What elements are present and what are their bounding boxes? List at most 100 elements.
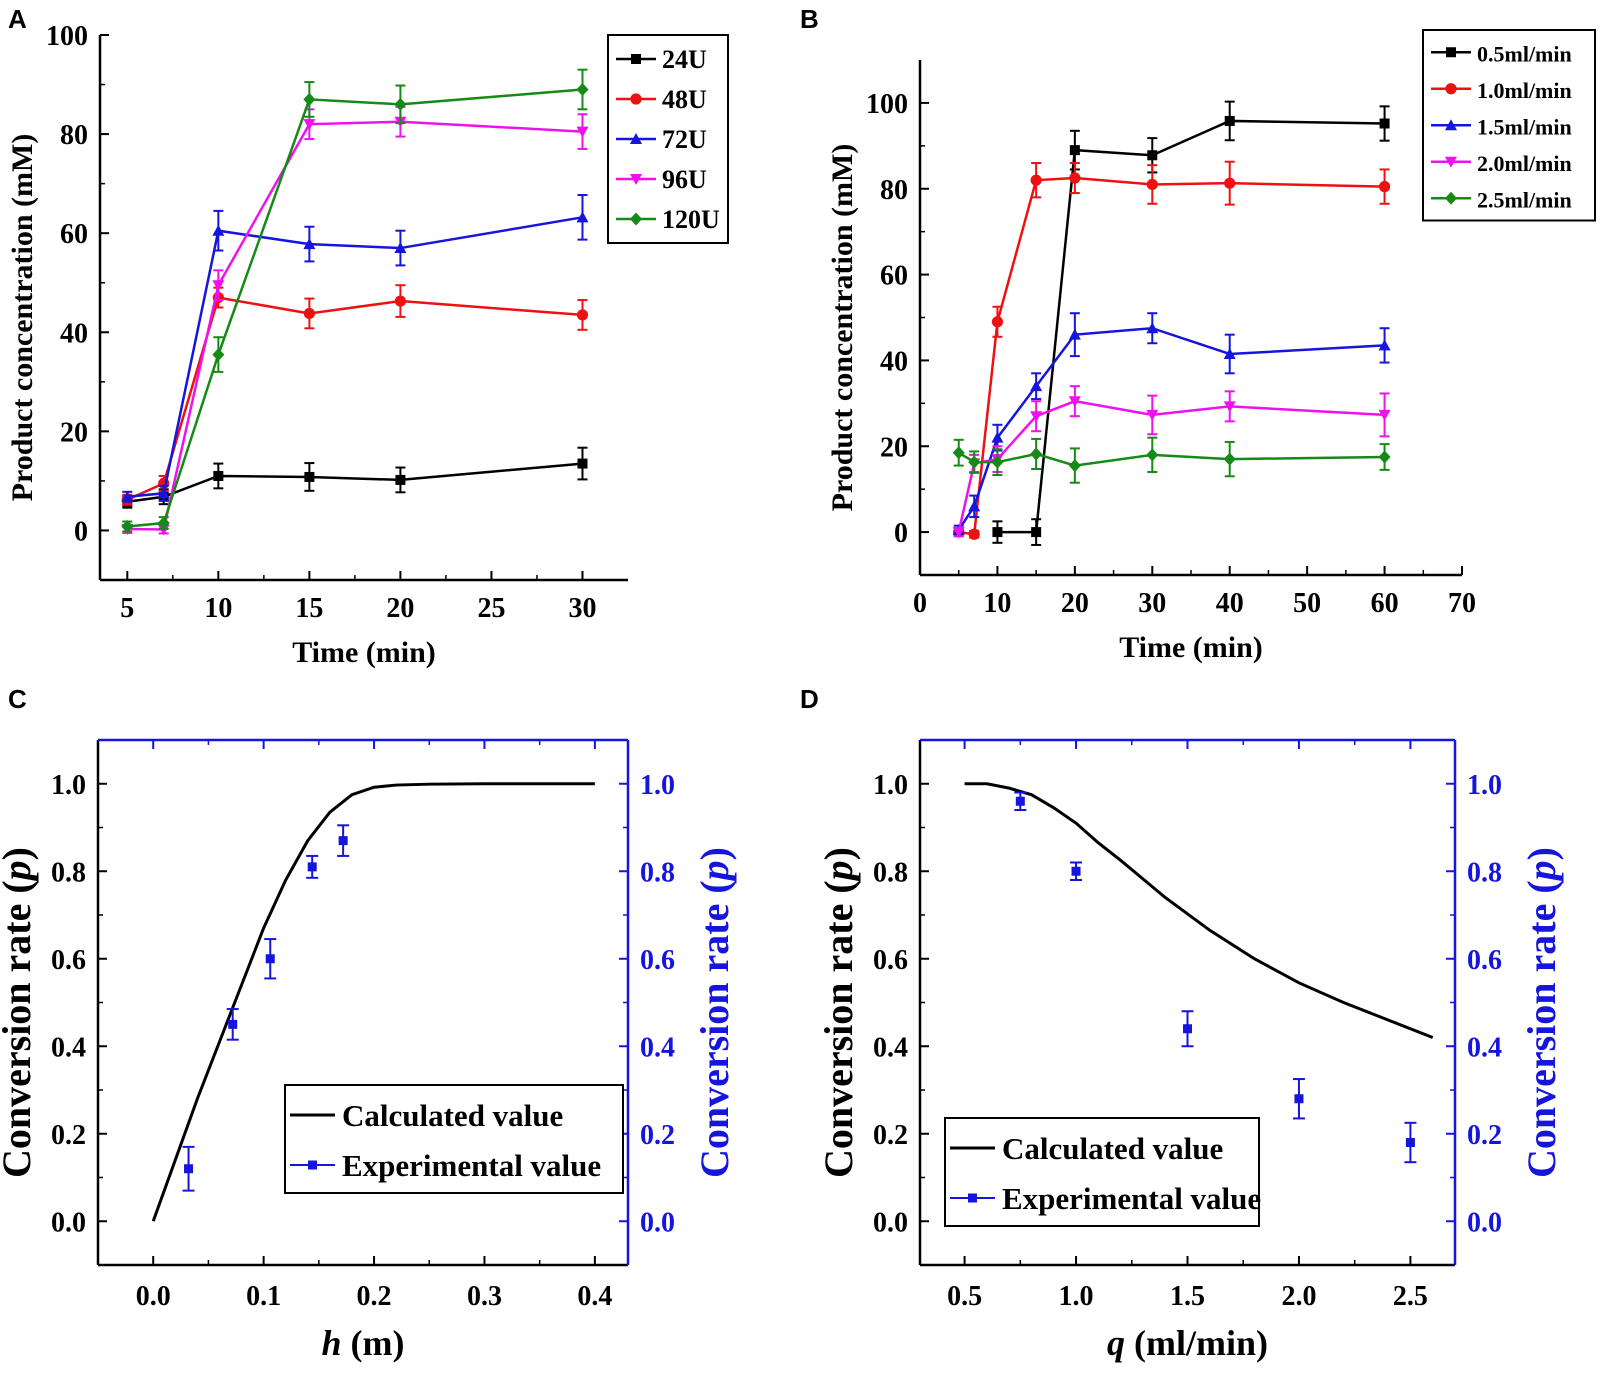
- x-tick-label: 20: [386, 593, 414, 624]
- x-axis-variable: h: [322, 1323, 342, 1363]
- legend-label: 96U: [662, 165, 707, 194]
- axes: 0.5 1.0 1.5 2.0 2.5 0.0 0.0 0.2 0.2 0.4 0.4 0.6 0.6 0…: [873, 738, 1502, 1312]
- legend-box: [944, 1117, 1260, 1227]
- x-tick-label: 2.5: [1393, 1281, 1428, 1312]
- y-tick-label: 20: [880, 432, 908, 463]
- legend-label: Calculated value: [1002, 1131, 1223, 1166]
- data-point: [1147, 150, 1158, 161]
- legend-label: 1.0ml/min: [1477, 78, 1572, 103]
- y-tick-label-right: 0.0: [640, 1207, 675, 1238]
- data-point: [121, 519, 134, 533]
- x-tick-label: 0.1: [246, 1281, 281, 1312]
- series-experimental: [182, 824, 350, 1192]
- y-tick-label: 100: [866, 89, 908, 120]
- data-point: [1223, 347, 1236, 359]
- data-point: [1223, 401, 1236, 413]
- y-title-variable: p: [816, 860, 861, 883]
- y-tick-label-right: 0.4: [1467, 1032, 1502, 1063]
- data-point: [1068, 328, 1081, 340]
- x-tick-label: 40: [1216, 588, 1244, 619]
- data-point: [1068, 459, 1081, 473]
- data-point: [577, 458, 588, 469]
- x-axis-unit: (m): [342, 1323, 405, 1363]
- data-point: [1015, 796, 1025, 806]
- series-2.5ml/min: [952, 436, 1391, 484]
- legend-item: Experimental value: [950, 1181, 1261, 1216]
- series-experimental: [1014, 791, 1417, 1164]
- y-title-close: ): [1519, 847, 1564, 860]
- panel-d: D 0.5 1.0 1.5 2.0 2.5 0.0 0.0 0.2 0.2 0.4 0.4 0.6 0.6…: [800, 684, 1564, 1363]
- y-tick-label-left: 0.4: [873, 1032, 908, 1063]
- legend-label: 120U: [662, 205, 720, 234]
- y-title-text: Conversion rate (: [1519, 880, 1564, 1178]
- data-point: [1068, 396, 1081, 408]
- series-line: [997, 119, 1385, 534]
- axes: 5 10 15 20 25 30 0 20 40 60 80 100: [46, 21, 628, 624]
- legend-label: 2.5ml/min: [1477, 187, 1572, 212]
- y-tick-label-left: 0.6: [873, 945, 908, 976]
- data-point: [338, 836, 348, 846]
- series-line: [957, 326, 1385, 531]
- data-point: [157, 487, 170, 499]
- y-title-variable: p: [0, 860, 39, 883]
- data-point: [303, 307, 315, 320]
- x-tick-label: 5: [120, 593, 134, 624]
- y-axis-title-right: Conversion rate (p): [1519, 847, 1564, 1178]
- legend-label: 72U: [662, 125, 707, 154]
- legend-item: 0.5ml/min: [1431, 41, 1572, 66]
- y-title-variable: p: [1519, 860, 1564, 883]
- y-title-text: Conversion rate (: [816, 880, 861, 1178]
- data-point: [1031, 527, 1042, 538]
- y-tick-label-left: 0.2: [873, 1120, 908, 1151]
- legend: Calculated value Experimental value: [944, 1117, 1261, 1227]
- x-tick-label: 30: [1138, 588, 1166, 619]
- y-tick-label-left: 0.8: [51, 857, 86, 888]
- data-point: [212, 348, 225, 362]
- data-point: [394, 97, 407, 111]
- data-point: [212, 224, 225, 236]
- calculated-curve: [964, 782, 1434, 1039]
- data-point: [1183, 1024, 1192, 1034]
- legend-marker: [1445, 191, 1457, 205]
- y-tick-label: 20: [60, 417, 88, 448]
- series-calculated: [964, 782, 1434, 1039]
- x-tick-label: 0.4: [577, 1281, 612, 1312]
- y-tick-label-right: 0.8: [640, 857, 675, 888]
- data-point: [212, 280, 225, 292]
- data-point: [1224, 115, 1235, 126]
- data-point: [1071, 866, 1081, 876]
- y-tick-label-right: 1.0: [1467, 770, 1502, 801]
- x-tick-label: 50: [1293, 588, 1321, 619]
- data-point: [213, 470, 224, 481]
- data-point: [576, 309, 589, 321]
- data-point: [1030, 447, 1043, 461]
- x-tick-label: 2.0: [1281, 1281, 1316, 1312]
- x-tick-label: 20: [1061, 588, 1089, 619]
- axes: 0 10 20 30 40 50 60 70 0 20 40 60 80 100: [866, 60, 1476, 619]
- legend-item: Experimental value: [290, 1148, 601, 1183]
- series-72U: [121, 194, 589, 503]
- y-tick-label: 60: [60, 219, 88, 250]
- x-tick-label: 25: [477, 593, 505, 624]
- series-line: [127, 462, 583, 503]
- x-tick-label: 0.2: [357, 1281, 392, 1312]
- y-tick-label-left: 1.0: [51, 770, 86, 801]
- data-point: [1146, 448, 1159, 462]
- data-point: [952, 527, 965, 539]
- y-title-close: ): [692, 847, 737, 860]
- data-point: [968, 500, 981, 512]
- data-point: [1069, 145, 1080, 156]
- x-tick-label: 10: [983, 588, 1011, 619]
- legend-item: 48U: [616, 85, 707, 114]
- legend-marker: [968, 1193, 977, 1203]
- y-tick-label-right: 0.6: [640, 945, 675, 976]
- series-24U: [122, 446, 588, 509]
- legend-marker: [630, 174, 642, 185]
- data-point: [303, 92, 316, 106]
- x-tick-label: 30: [568, 593, 596, 624]
- data-point: [1146, 322, 1159, 334]
- legend-label: 0.5ml/min: [1477, 41, 1572, 66]
- x-tick-label: 0: [913, 588, 927, 619]
- y-tick-label: 80: [60, 120, 88, 151]
- data-point: [1146, 178, 1158, 191]
